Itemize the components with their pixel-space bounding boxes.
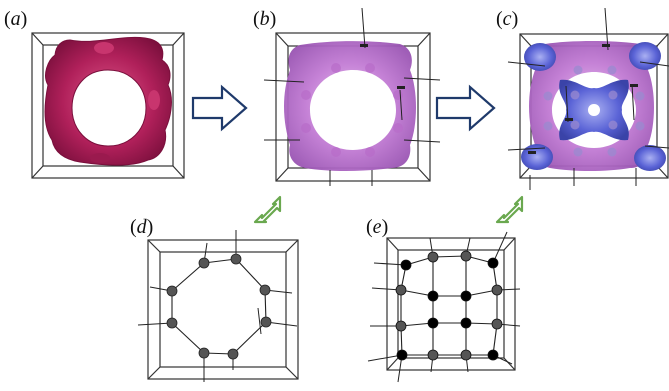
panel-letter-b: b [259,8,270,30]
panel-letter-e: e [372,216,382,238]
panel-letter-d: d [136,216,147,238]
panel-label-d: (d) [130,216,154,238]
panel-b [263,7,441,186]
panel-d-atom [227,348,239,360]
panel-e-atom [491,318,503,330]
panel-a-lobe [148,90,160,110]
panel-c [507,7,669,190]
panel-c-ghost-atoms [543,65,645,157]
panel-d-atom [198,257,210,269]
panel-b-marker [397,86,405,89]
panel-c-marker [602,44,610,47]
panel-d-box [147,239,299,380]
panel-e-atom [460,317,472,329]
panel-e-atom [487,257,499,269]
correspondence-arrow-b-d [253,195,282,224]
panel-e [367,231,521,383]
panel-e-atom [396,349,408,361]
panel-a-lobe [94,42,114,54]
correspondence-arrow-c-e [495,195,524,224]
panel-c-bonds [507,7,669,190]
panel-b-marker [360,44,368,47]
panel-d-ring-bonds [171,258,267,355]
panel-letter-a: a [10,8,21,30]
panel-e-atom [400,259,412,271]
panel-e-atom [460,290,472,302]
panel-e-atom [460,250,472,262]
panel-b-isosurface [263,7,441,186]
panel-d-atom [230,253,242,265]
panel-d-atom [260,316,272,328]
panel-a-lobe [90,153,110,163]
panel-letter-c: c [502,8,512,30]
panel-d-atom [259,284,271,296]
panel-b-bonds [263,7,441,186]
panel-e-atom [427,317,439,329]
panel-d-atom [166,317,178,329]
panel-e-atom [427,251,439,263]
panel-label-a: (a) [4,8,28,30]
panel-e-atom [460,349,472,361]
panel-e-atom [487,349,499,361]
panel-e-atom [427,290,439,302]
panel-d-atoms [166,253,272,360]
panel-label-c: (c) [496,8,519,30]
panel-c-marker [630,84,638,87]
panel-e-atom [427,349,439,361]
panel-label-e: (e) [366,216,389,238]
panel-e-bonds [400,255,498,356]
panel-c-marker [528,151,536,154]
panel-label-b: (b) [253,8,277,30]
panel-a [31,32,185,179]
panel-d-atom [198,347,210,359]
arrow-b-to-c [435,84,496,132]
panel-d-atom [166,285,178,297]
panel-e-atom [395,320,407,332]
arrow-a-to-b [191,84,248,132]
panel-e-atom [395,284,407,296]
panel-e-atom [491,284,503,296]
panel-a-isosurface [44,36,172,166]
panel-e-atoms [395,250,503,361]
panel-e-box [386,237,516,371]
panel-c-marker [565,118,573,121]
panel-d-outer-bonds [137,230,298,382]
panel-d [137,230,299,382]
